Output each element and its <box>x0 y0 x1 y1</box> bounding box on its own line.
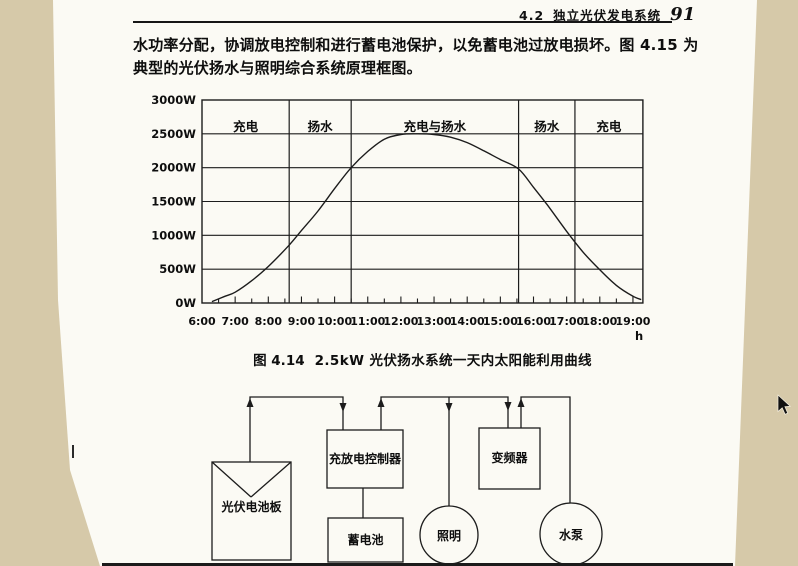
arrow-up-icon <box>517 398 525 407</box>
wire-controller-to-inverter <box>380 396 509 430</box>
page-header: 4.2 独立光伏发电系统 91 <box>519 5 695 24</box>
figure-caption-text: 2.5kW 光伏扬水系统一天内太阳能利用曲线 <box>314 353 592 369</box>
arrow-up-icon <box>246 398 254 407</box>
page-bottom-shadow <box>102 563 733 566</box>
block-label: 水泵 <box>559 527 583 542</box>
x-axis-label: 7:00 <box>221 315 249 328</box>
header-rule <box>133 21 672 24</box>
solar-utilization-chart: 充电 扬水 充电与扬水 扬水 充电 0W 500W 1000W 1500W 2000W 2500W 3… <box>151 93 651 343</box>
block-charge-controller: 充放电控制器 <box>326 429 404 489</box>
power-curve <box>211 133 642 303</box>
block-water-pump: 水泵 <box>539 502 603 566</box>
x-axis-label: 14:00 <box>450 315 485 328</box>
figure-caption: 图 4.14 2.5kW 光伏扬水系统一天内太阳能利用曲线 <box>202 349 643 369</box>
x-axis-label: 17:00 <box>549 315 584 328</box>
region-label: 充电与扬水 <box>404 119 467 134</box>
y-axis-label: 3000W <box>151 93 196 107</box>
block-inverter: 变频器 <box>478 427 541 490</box>
x-axis-label: 6:00 <box>188 315 216 328</box>
region-label: 充电 <box>233 119 259 134</box>
mouse-cursor-icon <box>777 394 792 415</box>
wire-pv-to-controller <box>249 396 344 462</box>
body-text-line1: 水功率分配，协调放电控制和进行蓄电池保护，以免蓄电池过放电损坏。图 4.15 为 <box>133 36 699 54</box>
figure-caption-label: 图 4.14 <box>253 353 305 369</box>
x-axis-label: 18:00 <box>582 315 617 328</box>
body-text-line2: 典型的光伏扬水与照明综合系统原理框图。 <box>133 59 422 77</box>
block-label: 变频器 <box>491 450 528 465</box>
region-label: 扬水 <box>308 119 334 134</box>
page-number: 91 <box>670 4 696 25</box>
x-unit-label: h <box>635 329 643 343</box>
x-axis-label: 10:00 <box>317 315 352 328</box>
block-lighting: 照明 <box>419 505 479 565</box>
arrow-down-icon <box>504 402 512 411</box>
arrow-down-icon <box>339 403 347 412</box>
section-title: 独立光伏发电系统 <box>553 8 662 23</box>
x-axis-label: 9:00 <box>288 315 316 328</box>
x-axis-label: 12:00 <box>383 315 418 328</box>
x-axis-label: 19:00 <box>615 315 650 328</box>
region-label: 扬水 <box>534 119 560 134</box>
block-label: 充放电控制器 <box>329 451 402 466</box>
x-axis-label: 15:00 <box>483 315 518 328</box>
y-axis-label: 1500W <box>151 195 196 209</box>
y-axis-label: 500W <box>159 262 196 276</box>
y-axis-label: 2500W <box>151 127 196 141</box>
body-text: 水功率分配，协调放电控制和进行蓄电池保护，以免蓄电池过放电损坏。图 4.15 为… <box>133 34 699 80</box>
y-axis-label: 0W <box>175 296 196 310</box>
block-battery: 蓄电池 <box>327 517 404 563</box>
arrow-up-icon <box>377 398 385 407</box>
arrow-down-icon <box>445 403 453 412</box>
margin-mark <box>72 445 74 458</box>
section-number: 4.2 <box>519 8 545 23</box>
chart-border <box>201 99 644 304</box>
x-axis-label: 13:00 <box>417 315 452 328</box>
block-pv-panel: 光伏电池板 <box>211 461 292 561</box>
x-axis-label: 8:00 <box>255 315 283 328</box>
x-axis-label: 11:00 <box>350 315 385 328</box>
block-label: 照明 <box>437 528 461 543</box>
block-label: 蓄电池 <box>347 532 383 547</box>
system-block-diagram: 光伏电池板 充放电控制器 蓄电池 变频器 照明 <box>211 396 603 566</box>
wire-inverter-to-pump <box>520 396 571 503</box>
y-axis-label: 1000W <box>151 228 196 242</box>
y-axis-label: 2000W <box>151 161 196 175</box>
block-label: 光伏电池板 <box>220 499 282 514</box>
x-axis-label: 16:00 <box>516 315 551 328</box>
region-label: 充电 <box>596 119 622 134</box>
